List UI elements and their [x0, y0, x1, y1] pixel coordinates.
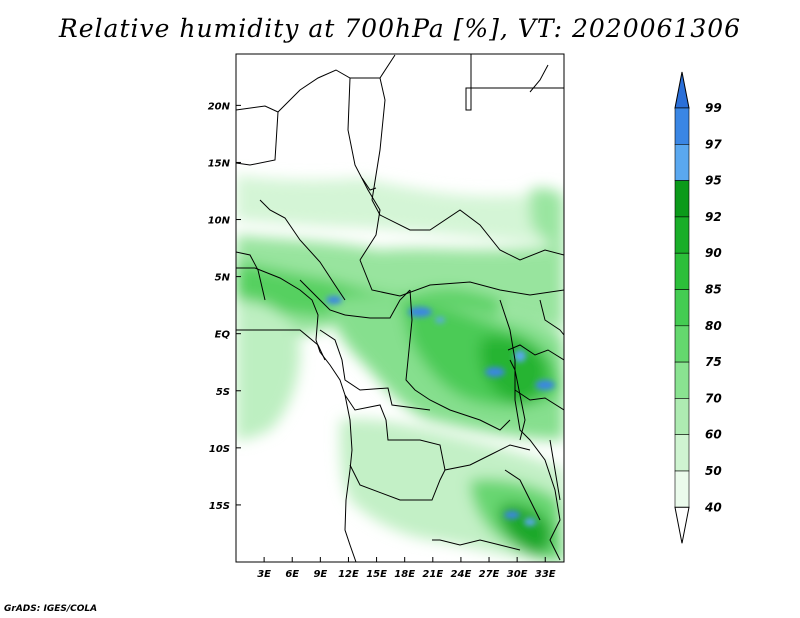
colorbar-top-triangle [674, 71, 690, 109]
colorbar-label: 70 [705, 391, 722, 405]
y-tick-label: 10S [209, 444, 230, 455]
credit-text: GrADS: IGES/COLA [4, 604, 98, 614]
colorbar-bottom-triangle [674, 506, 690, 544]
x-tick-label: 24E [451, 569, 472, 580]
colorbar-label: 80 [705, 319, 722, 333]
coastline [236, 177, 561, 562]
colorbar-label: 97 [705, 137, 722, 151]
colorbar-label: 95 [705, 174, 722, 188]
x-axis: 3E 6E 9E 12E 15E 18E 21E 24E 27E 30E 33E [257, 557, 556, 580]
x-tick-label: 27E [479, 569, 500, 580]
y-tick-label: 5S [216, 387, 230, 398]
map-frame [235, 53, 565, 563]
colorbar-label: 85 [705, 283, 722, 297]
colorbar: 99 97 95 92 90 85 80 75 70 60 50 40 [674, 71, 722, 544]
x-tick-label: 18E [394, 569, 415, 580]
y-tick-label: 10N [208, 216, 231, 227]
x-tick-label: 9E [313, 569, 327, 580]
colorbar-segment [674, 180, 690, 218]
y-tick-label: 15S [209, 501, 230, 512]
colorbar-segment [674, 252, 690, 290]
colorbar-label: 92 [705, 210, 722, 224]
humidity-shading-layer [236, 175, 564, 562]
colorbar-segment [674, 216, 690, 254]
y-axis: 20N 15N 10N 5N EQ 5S 10S 15S [208, 101, 241, 512]
country-borders [236, 54, 564, 561]
x-tick-label: 6E [285, 569, 299, 580]
x-tick-label: 33E [535, 569, 556, 580]
colorbar-label: 60 [705, 428, 722, 442]
y-tick-label: 15N [208, 158, 231, 169]
humidity-field [236, 54, 564, 562]
x-tick-label: 3E [257, 569, 271, 580]
colorbar-segment [674, 361, 690, 399]
colorbar-segment [674, 434, 690, 472]
colorbar-label: 50 [705, 464, 722, 478]
y-tick-label: 5N [215, 273, 231, 284]
page-title: Relative humidity at 700hPa [%], VT: 202… [58, 14, 742, 43]
y-tick-label: 20N [208, 101, 231, 112]
colorbar-segment [674, 107, 690, 145]
x-tick-label: 30E [507, 569, 528, 580]
x-tick-label: 15E [366, 569, 387, 580]
colorbar-segment [674, 470, 690, 508]
x-tick-label: 21E [422, 569, 443, 580]
humidity-peaks-layer [326, 296, 555, 526]
colorbar-label: 40 [704, 500, 722, 514]
colorbar-label: 90 [705, 246, 722, 260]
colorbar-segment [674, 289, 690, 327]
colorbar-label: 99 [705, 101, 722, 115]
x-tick-label: 12E [338, 569, 359, 580]
y-tick-label: EQ [215, 330, 231, 341]
colorbar-segment [674, 144, 690, 181]
colorbar-segment [674, 398, 690, 435]
colorbar-label: 75 [705, 355, 722, 369]
colorbar-segment [674, 325, 690, 363]
